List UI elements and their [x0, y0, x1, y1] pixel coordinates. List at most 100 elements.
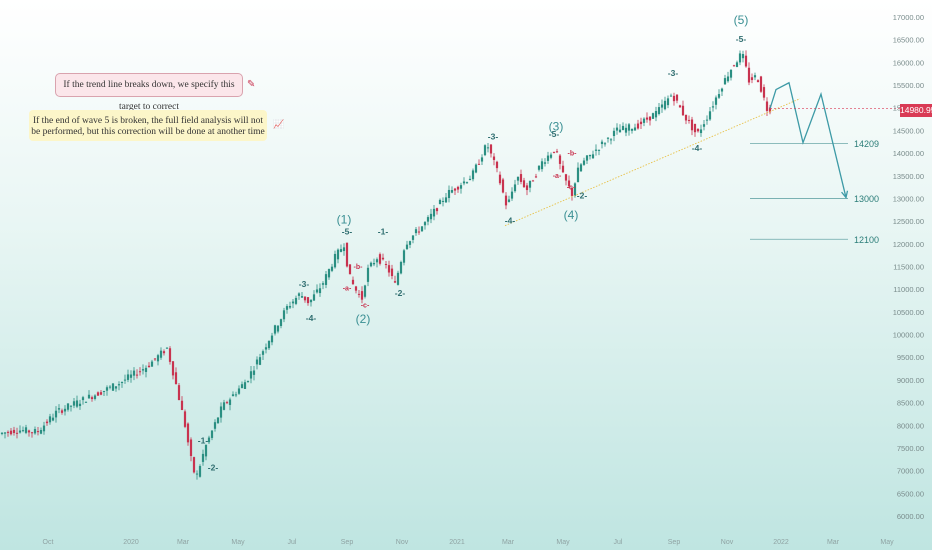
- candle-body: [507, 199, 511, 202]
- candle-body: [27, 430, 31, 433]
- candle-body: [333, 253, 337, 268]
- time-axis[interactable]: Oct 2020 Mar May Jul Sep Nov 2021 Mar May Jul Sep No…: [43, 539, 895, 546]
- candle-body: [117, 384, 121, 386]
- candle-body: [357, 293, 361, 295]
- candle-body: [330, 266, 334, 271]
- candle-body: [738, 53, 742, 63]
- candle-body: [195, 473, 199, 475]
- candle-body: [747, 67, 751, 83]
- candle-body: [0, 432, 4, 434]
- candle-body: [630, 129, 634, 131]
- x-tick-label: Sep: [341, 539, 354, 546]
- candle-body: [717, 94, 721, 98]
- price-axis[interactable]: 6000.00 6500.00 7000.00 7500.00 8000.00 8500.…: [893, 13, 924, 521]
- candle-body: [678, 105, 682, 108]
- candle-body: [594, 149, 598, 151]
- candle-body: [483, 145, 487, 156]
- y-tick-label: 16000.00: [893, 58, 924, 67]
- candle-body: [273, 325, 277, 334]
- candle-body: [552, 151, 556, 153]
- candle-body: [297, 293, 301, 296]
- candle-body: [108, 386, 112, 388]
- candle-body: [168, 348, 172, 362]
- minor-wave-label: -3-: [488, 131, 499, 141]
- candle-body: [381, 257, 385, 260]
- candle-body: [456, 186, 460, 190]
- candle-body: [84, 401, 88, 403]
- y-tick-label: 17000.00: [893, 13, 924, 22]
- candle-body: [459, 185, 463, 189]
- y-tick-label: 13500.00: [893, 172, 924, 181]
- sub-wave-label: -b-: [354, 264, 364, 271]
- candle-body: [612, 130, 616, 137]
- candle-body: [498, 174, 502, 184]
- candle-body: [396, 272, 400, 285]
- candle-body: [441, 200, 445, 202]
- candle-body: [549, 154, 553, 158]
- target-label: 14209: [854, 139, 879, 149]
- candle-body: [54, 410, 58, 418]
- candle-body: [375, 259, 379, 263]
- x-tick-label: 2021: [449, 539, 465, 546]
- candle-body: [312, 294, 316, 301]
- candle-body: [684, 114, 688, 121]
- candle-body: [474, 164, 478, 173]
- candle-body: [504, 195, 508, 206]
- candle-body: [666, 98, 670, 106]
- x-tick-label: Nov: [721, 539, 734, 546]
- projection-path[interactable]: [769, 81, 847, 198]
- minor-wave-label: -2-: [577, 190, 588, 200]
- candle-body: [246, 380, 250, 382]
- candle-body: [342, 247, 346, 252]
- candle-body: [75, 400, 79, 407]
- candle-body: [3, 432, 7, 434]
- candle-body: [351, 279, 355, 285]
- candle-body: [339, 249, 343, 252]
- candle-body: [21, 430, 25, 432]
- candle-body: [741, 54, 745, 59]
- candle-body: [519, 174, 523, 182]
- candle-body: [663, 100, 667, 110]
- candle-body: [198, 466, 202, 477]
- candle-body: [681, 105, 685, 116]
- trend-line[interactable]: [504, 98, 801, 227]
- candle-body: [624, 127, 628, 133]
- candle-body: [405, 244, 409, 250]
- candle-body: [78, 403, 82, 407]
- candle-body: [348, 264, 352, 275]
- candle-body: [426, 217, 430, 222]
- minor-wave-label: -3-: [668, 68, 679, 78]
- candle-body: [306, 297, 310, 304]
- minor-wave-label: -1-: [378, 227, 389, 237]
- candle-body: [657, 107, 661, 115]
- candle-body: [444, 197, 448, 203]
- candle-body: [555, 151, 559, 153]
- candle-body: [729, 69, 733, 78]
- candle-body: [294, 297, 298, 304]
- candle-body: [534, 176, 538, 178]
- candle-body: [327, 269, 331, 278]
- candle-body: [489, 144, 493, 154]
- candle-body: [762, 87, 766, 98]
- y-tick-label: 14500.00: [893, 126, 924, 135]
- trend-note[interactable]: If the trend line breaks down, we specif…: [55, 73, 243, 112]
- x-tick-label: Mar: [827, 539, 840, 546]
- minor-wave-label: -4-: [692, 143, 703, 153]
- candle-body: [438, 199, 442, 205]
- y-tick-label: 13000.00: [893, 194, 924, 203]
- candle-body: [174, 372, 178, 385]
- x-tick-label: Oct: [43, 539, 54, 546]
- candle-body: [453, 188, 457, 191]
- x-tick-label: 2022: [773, 539, 789, 546]
- candle-body: [111, 383, 115, 391]
- candle-body: [144, 367, 148, 372]
- candle-body: [603, 143, 607, 145]
- candle-body: [33, 429, 37, 434]
- x-tick-label: May: [880, 539, 894, 546]
- candle-body: [138, 371, 142, 373]
- candle-body: [759, 76, 763, 92]
- wave5-note[interactable]: If the end of wave 5 is broken, the full…: [29, 110, 267, 141]
- candle-body: [726, 76, 730, 82]
- sub-wave-label: -c-: [361, 302, 370, 309]
